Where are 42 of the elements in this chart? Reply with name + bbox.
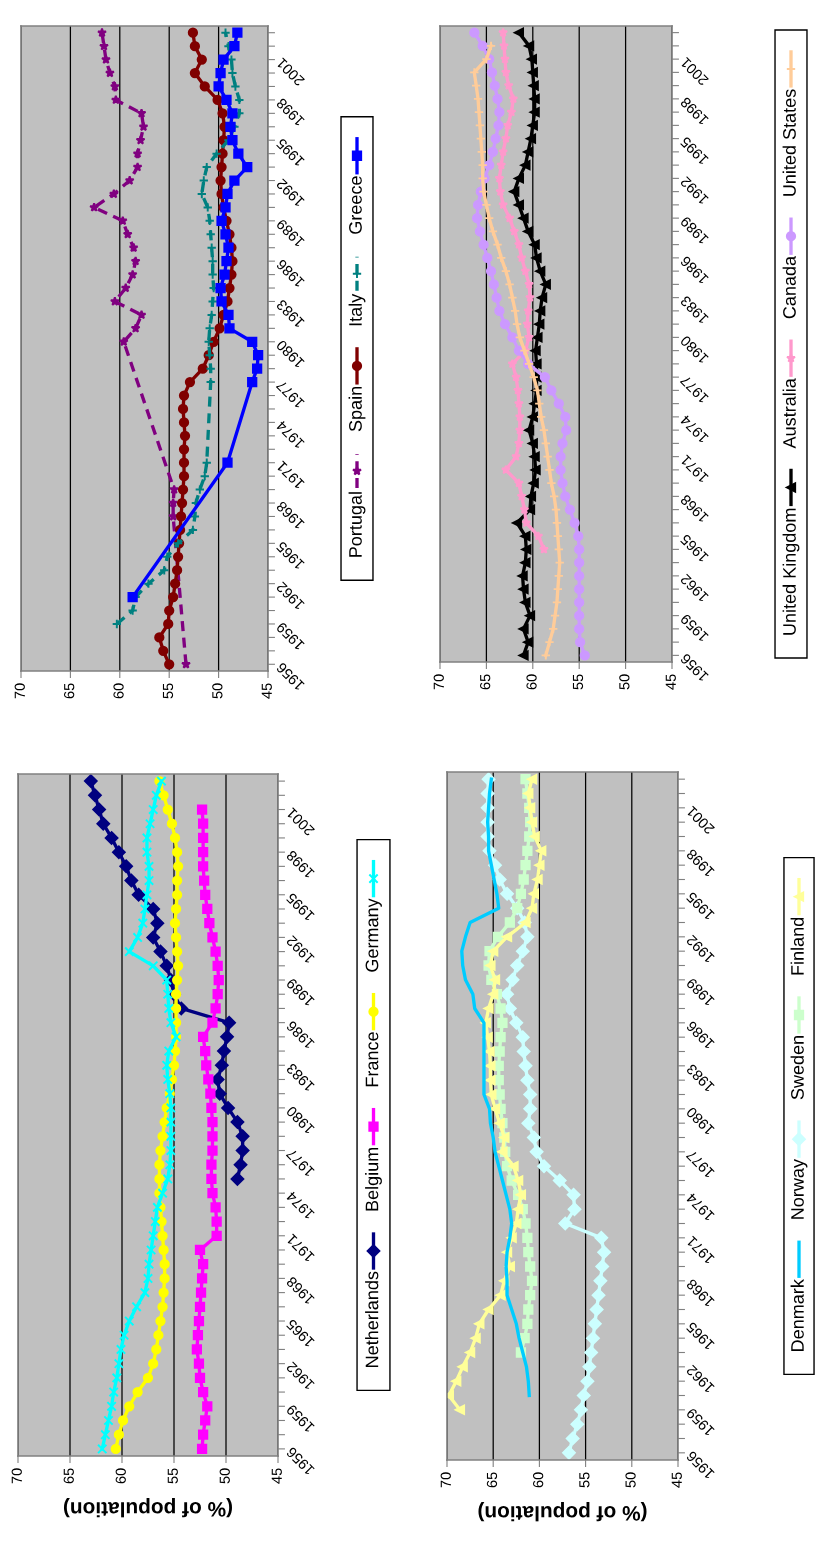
legend-label: Canada [782,255,796,319]
legend-label: Norway [791,1159,808,1219]
x-tick-label: 45 [671,1472,682,1488]
x-tick-label: 55 [167,1468,178,1484]
x-tick-label: 50 [219,1468,230,1484]
x-tick-label: 70 [433,674,444,690]
x-tick-label: 45 [261,683,272,699]
x-tick-label: 50 [619,674,630,690]
x-tick-label: 65 [63,1468,74,1484]
x-tick-label: 55 [572,674,584,690]
legend-label: United States [782,89,796,196]
legend-label: Greece [349,176,362,234]
x-tick-label: 70 [14,683,25,699]
legend-label: Germany [365,898,382,972]
x-tick-label: 65 [63,683,75,699]
legend-label: Sweden [790,1036,804,1100]
legend-label: Portugal [348,492,366,557]
x-tick-label: 50 [625,1472,636,1488]
x-tick-label: 45 [271,1468,282,1484]
legend-label: Spain [348,386,366,432]
x-tick-label: 60 [532,1472,544,1488]
legend-label: Denmark [790,1279,804,1351]
x-tick-label: 65 [486,1472,498,1488]
x-tick-label: 65 [479,674,491,690]
x-axis-title: (% of population) [63,1497,232,1518]
x-tick-label: 70 [11,1468,22,1484]
x-tick-label: 60 [526,674,537,690]
legend-label: France [365,1032,379,1087]
x-tick-label: 50 [212,683,223,699]
legend-label: Belgium [365,1147,382,1211]
x-axis-title: (% of population) [478,1501,647,1522]
legend-label: Finland [790,917,804,975]
legend-label: Australia [782,378,796,449]
x-tick-label: 60 [115,1468,126,1484]
legend-label: Netherlands [365,1271,379,1367]
x-tick-label: 55 [579,1472,590,1488]
x-tick-label: 60 [113,683,124,699]
legend-label: United Kingdom [782,508,800,635]
x-tick-label: 45 [665,674,676,690]
x-tick-label: 55 [162,683,174,699]
x-tick-label: 70 [440,1472,451,1488]
legend-label: Italy [348,293,366,326]
